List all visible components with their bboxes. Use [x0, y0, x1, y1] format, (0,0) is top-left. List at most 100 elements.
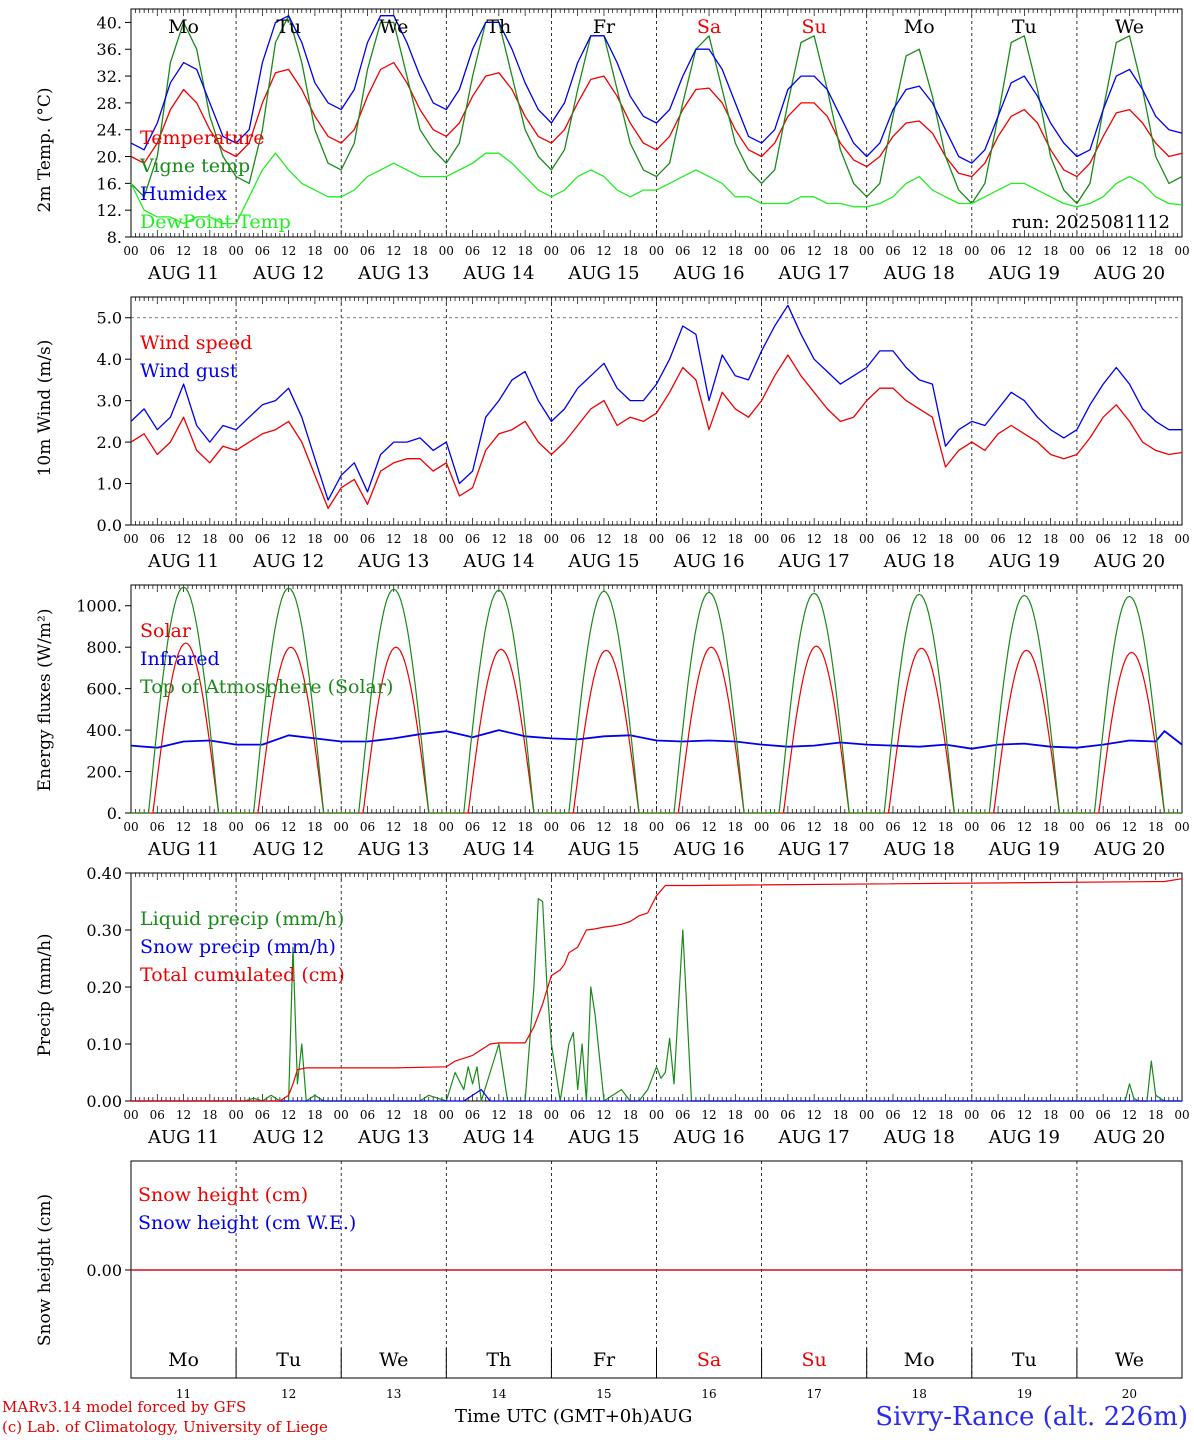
hour-label: 00: [754, 244, 769, 258]
y-tick-label: 1000.: [76, 597, 122, 616]
hour-label: 00: [439, 244, 454, 258]
hour-label: 12: [596, 532, 611, 546]
hour-label: 00: [859, 820, 874, 834]
day-number-label: 15: [596, 1387, 611, 1401]
weekday-label: Mo: [904, 16, 935, 38]
hour-label: 18: [412, 1108, 427, 1122]
hour-label: 06: [780, 244, 795, 258]
date-label: AUG 14: [462, 1127, 534, 1148]
hour-label: 18: [833, 532, 848, 546]
day-number-label: 11: [176, 1387, 191, 1401]
y-tick-label: 4.0: [97, 350, 122, 369]
weekday-label: Fr: [593, 16, 616, 38]
temp-series-line: [130, 15, 1183, 205]
hour-label: 12: [491, 532, 506, 546]
hour-label: 06: [1096, 820, 1111, 834]
hour-label: 00: [544, 820, 559, 834]
legend-entry: Snow height (cm W.E.): [138, 1212, 356, 1234]
hour-label: 00: [334, 1108, 349, 1122]
hour-label: 06: [360, 244, 375, 258]
weekday-label: Tu: [1012, 1349, 1037, 1371]
hour-label: 18: [307, 244, 322, 258]
hour-label: 12: [386, 244, 401, 258]
hour-label: 18: [412, 820, 427, 834]
weekday-label: Tu: [276, 16, 301, 38]
date-label: AUG 18: [883, 839, 955, 860]
hour-label: 12: [807, 820, 822, 834]
hour-label: 12: [1017, 244, 1032, 258]
hour-label: 18: [1148, 532, 1163, 546]
hour-label: 00: [228, 1108, 243, 1122]
hour-label: 00: [123, 244, 138, 258]
hour-label: 12: [1122, 1108, 1137, 1122]
date-label: AUG 17: [778, 839, 850, 860]
hour-label: 18: [517, 244, 532, 258]
hour-label: 12: [386, 1108, 401, 1122]
hour-label: 00: [1069, 532, 1084, 546]
date-label: AUG 19: [988, 1127, 1060, 1148]
hour-label: 06: [570, 532, 585, 546]
hour-label: 18: [202, 1108, 217, 1122]
hour-label: 12: [491, 1108, 506, 1122]
hour-label: 12: [912, 820, 927, 834]
hour-label: 12: [281, 820, 296, 834]
date-label: AUG 14: [462, 839, 534, 860]
date-label: AUG 11: [147, 839, 219, 860]
flux-series-line: [131, 642, 1182, 814]
date-label: AUG 11: [147, 551, 219, 572]
hour-label: 18: [202, 532, 217, 546]
y-tick-label: 0.00: [86, 1092, 122, 1111]
y-axis-label: Precip (mm/h): [35, 933, 55, 1056]
weekday-label: Fr: [593, 1349, 616, 1371]
hour-label: 00: [1069, 1108, 1084, 1122]
date-label: AUG 14: [462, 551, 534, 572]
date-label: AUG 16: [672, 1127, 744, 1148]
hour-label: 00: [334, 244, 349, 258]
y-axis-label: Energy fluxes (W/m²): [35, 609, 55, 792]
hour-label: 00: [964, 820, 979, 834]
y-axis-label: 10m Wind (m/s): [35, 340, 55, 477]
lab-credit: (c) Lab. of Climatology, University of L…: [2, 1418, 328, 1436]
hour-label: 12: [1122, 820, 1137, 834]
y-axis-label: Snow height (cm): [35, 1194, 55, 1346]
day-number-label: 18: [912, 1387, 927, 1401]
hour-label: 12: [176, 532, 191, 546]
hour-label: 06: [465, 532, 480, 546]
hour-label: 00: [1174, 244, 1189, 258]
date-label: AUG 17: [778, 263, 850, 284]
hour-label: 12: [701, 1108, 716, 1122]
hour-label: 12: [386, 532, 401, 546]
date-label: AUG 14: [462, 263, 534, 284]
hour-label: 00: [334, 532, 349, 546]
day-number-label: 16: [701, 1387, 716, 1401]
y-axis-label: 2m Temp. (°C): [35, 87, 55, 212]
hour-label: 12: [596, 1108, 611, 1122]
weekday-label: Sa: [697, 1349, 721, 1371]
hour-label: 18: [1148, 244, 1163, 258]
hour-label: 12: [176, 1108, 191, 1122]
date-label: AUG 16: [672, 263, 744, 284]
day-number-label: 17: [807, 1387, 822, 1401]
date-label: AUG 13: [357, 1127, 429, 1148]
y-tick-label: 600.: [86, 680, 122, 699]
date-label: AUG 19: [988, 839, 1060, 860]
model-credit: MARv3.14 model forced by GFS: [2, 1398, 247, 1416]
hour-label: 06: [990, 532, 1005, 546]
hour-label: 18: [1148, 820, 1163, 834]
hour-label: 06: [255, 820, 270, 834]
y-tick-label: 3.0: [97, 392, 122, 411]
hour-label: 12: [701, 244, 716, 258]
legend-entry: Snow precip (mm/h): [140, 936, 336, 958]
weekday-label: Th: [486, 1349, 511, 1371]
y-tick-label: 32.: [97, 67, 122, 86]
date-label: AUG 13: [357, 263, 429, 284]
hour-label: 18: [1043, 820, 1058, 834]
hour-label: 18: [833, 1108, 848, 1122]
y-tick-label: 0.40: [86, 864, 122, 883]
legend-entry: Total cumulated (cm): [140, 964, 345, 986]
hour-label: 00: [439, 532, 454, 546]
hour-label: 12: [912, 244, 927, 258]
hour-label: 06: [465, 1108, 480, 1122]
hour-label: 06: [150, 1108, 165, 1122]
